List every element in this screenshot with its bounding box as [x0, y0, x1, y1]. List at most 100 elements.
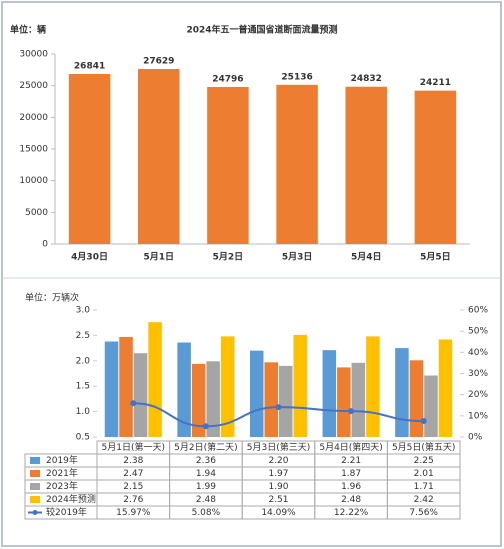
table-value: 1.71 — [414, 482, 434, 492]
y-tick-label: 30000 — [19, 50, 48, 60]
x-tick-label: 4月30日 — [71, 252, 108, 263]
x-tick-label: 5月5日(第五天) — [392, 441, 455, 453]
cell — [386, 505, 461, 520]
bar — [293, 334, 308, 437]
bar — [322, 350, 337, 437]
bar — [337, 367, 351, 437]
table-value: 14.09% — [261, 508, 296, 518]
y-tick-label: 10000 — [19, 176, 48, 186]
table-value: 2.20 — [268, 456, 288, 466]
x-tick-label: 5月3日 — [282, 252, 313, 263]
line-marker — [420, 417, 427, 424]
bar — [148, 322, 162, 437]
y-tick-label: 5000 — [25, 208, 48, 218]
x-tick-label: 5月4日 — [351, 252, 382, 263]
data-label: 24796 — [212, 74, 243, 84]
y2-tick-label: 20% — [468, 390, 488, 400]
legend-swatch — [30, 483, 40, 490]
legend-label: 2023年 — [46, 480, 78, 492]
bar — [264, 362, 278, 437]
table-value: 2.38 — [123, 456, 143, 466]
y-tick-label: 0 — [42, 240, 48, 250]
table-value: 1.87 — [341, 469, 361, 479]
x-tick-label: 5月1日(第一天) — [102, 441, 165, 453]
bar — [366, 336, 380, 437]
bar — [220, 336, 235, 437]
y-tick-label: 20000 — [19, 113, 48, 123]
table-value: 1.97 — [268, 469, 288, 479]
legend-label: 较2019年 — [46, 506, 87, 518]
unit-label: 单位：辆 — [10, 24, 46, 36]
line-marker — [275, 404, 282, 411]
y2-tick-label: 50% — [468, 327, 488, 337]
legend-marker — [32, 510, 38, 515]
y-tick-label: 2.5 — [76, 331, 90, 341]
table-value: 1.99 — [196, 482, 216, 492]
x-tick-label: 5月2日 — [213, 252, 244, 263]
table-value: 12.22% — [334, 508, 369, 518]
x-tick-label: 5月3日(第三天) — [247, 441, 310, 453]
y2-tick-label: 10% — [468, 411, 488, 421]
bar — [68, 74, 111, 245]
bar — [279, 365, 293, 437]
legend-label: 2024年预测 — [46, 493, 96, 505]
bar — [409, 360, 424, 437]
y2-tick-label: 60% — [468, 306, 488, 316]
x-tick-label: 5月2日(第二天) — [174, 441, 237, 453]
bar — [133, 353, 148, 437]
table-value: 2.25 — [414, 456, 434, 466]
x-tick-label: 5月4日(第四天) — [319, 441, 382, 453]
y2-tick-label: 30% — [468, 369, 488, 379]
legend-label: 2021年 — [46, 467, 78, 479]
table-value: 2.15 — [123, 482, 143, 492]
bar — [424, 375, 438, 437]
x-tick-label: 5月5日 — [420, 252, 451, 263]
table-value: 2.36 — [196, 456, 216, 466]
bar — [345, 86, 387, 244]
table-value: 15.97% — [116, 508, 151, 518]
y2-tick-label: 0% — [468, 433, 483, 443]
y2-tick-label: 40% — [468, 348, 488, 358]
legend-swatch — [30, 457, 40, 464]
table-value: 7.56% — [409, 508, 438, 518]
data-label: 27629 — [143, 57, 174, 67]
table-value: 2.48 — [196, 495, 216, 505]
bar — [414, 90, 457, 244]
table-value: 2.21 — [341, 456, 361, 466]
data-label: 24211 — [420, 78, 451, 88]
y-tick-label: 1.5 — [76, 382, 90, 392]
bar — [249, 350, 264, 437]
bar — [438, 339, 453, 437]
data-label: 25136 — [281, 72, 312, 82]
bar — [119, 336, 133, 437]
table-value: 2.01 — [414, 469, 434, 479]
bar — [104, 341, 119, 437]
y-tick-label: 0.5 — [76, 433, 90, 443]
table-value: 2.51 — [268, 495, 288, 505]
bar — [138, 69, 180, 245]
bar — [207, 86, 249, 244]
legend-swatch — [30, 496, 40, 503]
data-label: 26841 — [74, 62, 105, 72]
x-tick-label: 5月1日 — [143, 252, 174, 263]
y-tick-label: 3.0 — [76, 306, 91, 316]
table-value: 1.96 — [341, 482, 361, 492]
table-value: 2.76 — [123, 495, 143, 505]
unit-label: 单位：万辆次 — [25, 292, 79, 304]
line-marker — [130, 400, 137, 407]
bar — [351, 362, 366, 437]
legend-label: 2019年 — [46, 454, 78, 466]
y-tick-label: 2.0 — [76, 356, 91, 366]
bar — [276, 84, 318, 245]
bar — [206, 361, 220, 437]
line-marker — [348, 408, 355, 415]
legend-swatch — [30, 470, 40, 477]
table-value: 2.48 — [341, 495, 361, 505]
line-marker — [202, 423, 209, 430]
table-value: 2.42 — [414, 495, 434, 505]
table-value: 2.47 — [123, 469, 143, 479]
y-tick-label: 1.0 — [76, 407, 91, 417]
bar — [395, 348, 409, 437]
bar — [191, 363, 206, 437]
